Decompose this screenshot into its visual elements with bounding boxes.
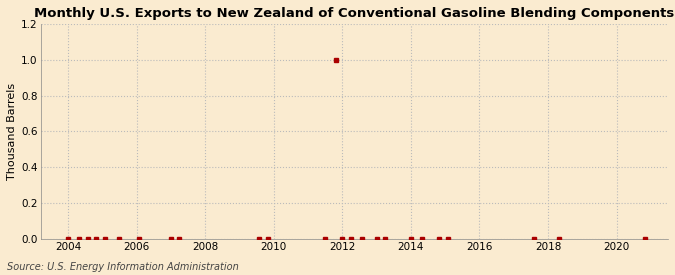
Text: Source: U.S. Energy Information Administration: Source: U.S. Energy Information Administ… <box>7 262 238 272</box>
Y-axis label: Thousand Barrels: Thousand Barrels <box>7 83 17 180</box>
Title: Monthly U.S. Exports to New Zealand of Conventional Gasoline Blending Components: Monthly U.S. Exports to New Zealand of C… <box>34 7 674 20</box>
